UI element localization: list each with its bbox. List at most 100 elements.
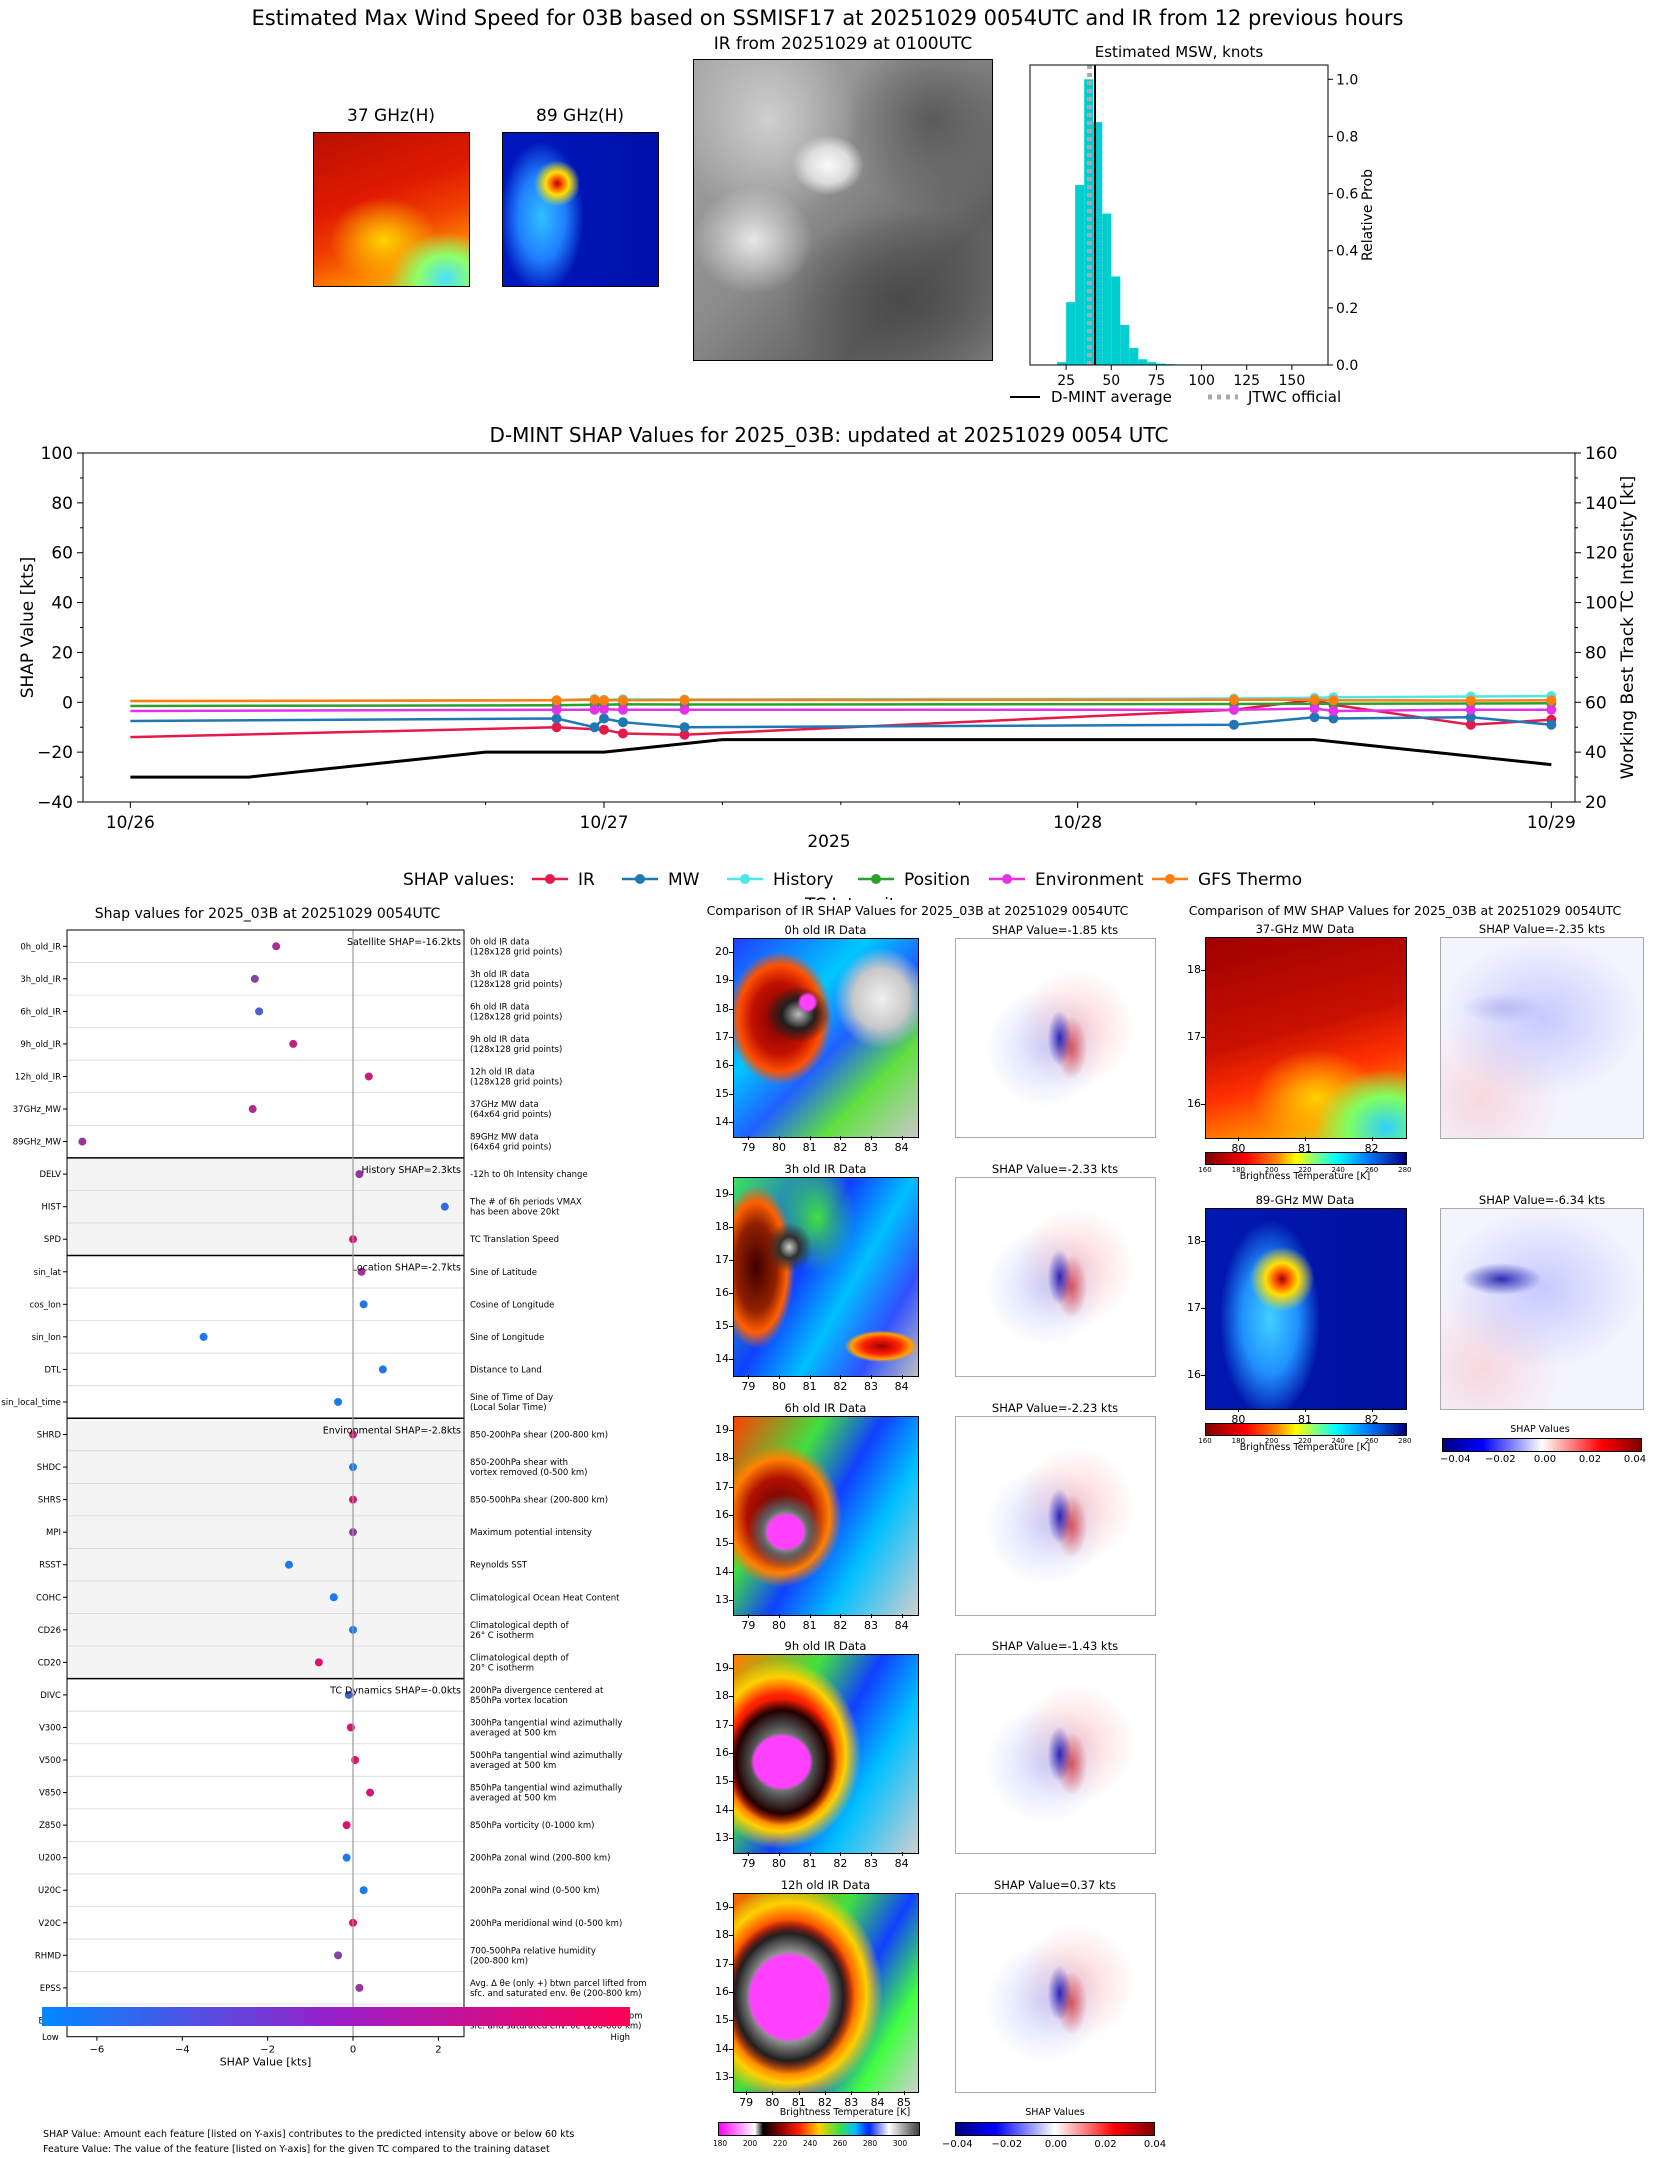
feature-point (355, 1983, 364, 1992)
map-ytick (1201, 970, 1205, 972)
ir-shap-tick: −0.04 (942, 2139, 973, 2150)
ir-bt-tick: 300 (892, 2139, 908, 2148)
series-point-environment (1328, 706, 1339, 717)
hist-bar (1129, 347, 1139, 365)
feature-desc: Reynolds SST (470, 1561, 528, 1571)
hist-ytick-label: 0.0 (1336, 358, 1358, 374)
feature-desc: Avg. Δ θe (only +) btwn parcel lifted fr… (470, 1979, 647, 1989)
map-xtick-label: 84 (894, 1141, 909, 1154)
feature-label: 0h_old_IR (20, 942, 61, 952)
map-ytick-label: 16 (715, 1058, 729, 1072)
feature-desc: The # of 6h periods VMAX (469, 1198, 582, 1208)
legend-marker-ir (545, 874, 555, 884)
map-ytick-label: 18 (715, 1001, 729, 1015)
map-ytick (729, 1458, 733, 1460)
feature-label: DELV (39, 1170, 61, 1180)
hist-bar (1066, 302, 1076, 365)
series-point-ir (599, 724, 610, 735)
series-point-mw (679, 722, 690, 733)
mw-bt-tick: 280 (1398, 1437, 1412, 1445)
map-ytick-label: 14 (715, 1114, 729, 1128)
feature-desc: 0h old IR data (470, 937, 529, 947)
series-point-gfs-thermo (617, 695, 628, 706)
hist-ylabel: Relative Prob (1360, 169, 1376, 261)
ts-xlabel: 2025 (807, 832, 850, 852)
feature-point (78, 1137, 87, 1146)
map-xtick (877, 2091, 879, 2095)
map-ytick (729, 1037, 733, 1038)
series-point-environment (1228, 704, 1239, 715)
ts-frame (82, 452, 1576, 803)
ir-shap-tick: −0.02 (991, 2139, 1023, 2150)
feature-point (334, 1397, 343, 1406)
feature-desc: 850hPa tangential wind azimuthally (470, 1784, 622, 1794)
map-ytick-label: 15 (715, 2013, 729, 2027)
mw-bt-tick: 220 (1298, 1166, 1312, 1174)
series-point-environment (679, 704, 690, 715)
feature-point (314, 1658, 323, 1667)
ts-ylabel: SHAP Value [kts] (18, 557, 38, 699)
map-ytick (729, 2020, 733, 2022)
map-xtick (903, 2091, 905, 2095)
map-xtick-label: 81 (802, 1619, 817, 1632)
ts-y2tick-label: 20 (1585, 793, 1607, 813)
legend-marker-position (871, 874, 881, 884)
ts-y2tick-label: 160 (1585, 444, 1617, 464)
feature-point (255, 1007, 264, 1016)
map-ytick-label: 19 (715, 1186, 729, 1200)
legend-marker-gfs-thermo (1165, 874, 1175, 884)
map-xtick-label: 81 (1298, 1413, 1312, 1426)
feature-point (342, 1821, 351, 1830)
hist-ytick-label: 1.0 (1336, 72, 1358, 88)
feature-point (199, 1332, 208, 1341)
map-ytick-label: 18 (715, 1219, 729, 1233)
map-ytick-label: 13 (715, 1830, 729, 1844)
ir-shap-map (955, 1654, 1156, 1854)
feature-point (250, 974, 259, 983)
map-ytick (729, 1430, 733, 1432)
mw-shap-tick: 0.00 (1533, 1454, 1557, 1465)
map-xtick-label: 80 (765, 2096, 780, 2109)
feature-label: 37GHz_MW (13, 1105, 62, 1115)
feature-point (351, 1756, 360, 1765)
feature-desc: (128x128 grid points) (470, 1012, 562, 1022)
map-xtick-label: 83 (844, 2096, 859, 2109)
map-ytick-label: 16 (1187, 1367, 1201, 1381)
mw-data-map (1205, 1208, 1407, 1410)
feature-desc: -12h to 0h Intensity change (470, 1170, 588, 1180)
map-ytick-label: 18 (715, 1928, 729, 1942)
ir-data-map (733, 1893, 919, 2093)
legend-label-ir: IR (578, 870, 595, 890)
map-ytick-label: 14 (715, 1351, 729, 1365)
map-ytick (729, 1543, 733, 1545)
feature-label: 12h_old_IR (15, 1072, 61, 1082)
mw-shap-tick: −0.02 (1485, 1454, 1516, 1465)
mw-compare-title: Comparison of MW SHAP Values for 2025_03… (1188, 903, 1622, 918)
map-ytick (729, 952, 733, 954)
legend-marker-environment (1002, 874, 1012, 884)
mw-data-map (1205, 937, 1407, 1139)
series-point-ir (551, 722, 562, 733)
feature-label: Z850 (39, 1821, 61, 1831)
feature-desc: sfc. and saturated env. θe (200-800 km) (470, 2021, 642, 2031)
ts-ytick-label: 40 (51, 594, 73, 614)
map-xtick (779, 1852, 780, 1856)
mw89-title: 89 GHz(H) (536, 106, 624, 126)
footnote-shap: SHAP Value: Amount each feature [listed … (43, 2129, 575, 2140)
scatter-xlabel: SHAP Value [kts] (220, 2056, 312, 2069)
ts-ytick-label: 100 (41, 444, 73, 464)
feature-point (289, 1039, 298, 1048)
feature-desc: 500hPa tangential wind azimuthally (470, 1751, 622, 1761)
map-xtick-label: 81 (791, 2096, 806, 2109)
mw-shap-tick: −0.04 (1440, 1454, 1471, 1465)
map-xtick-label: 82 (833, 1380, 848, 1393)
map-ytick-label: 17 (715, 1030, 729, 1043)
map-xtick-label: 80 (1231, 1142, 1246, 1155)
ir-shap-map (955, 938, 1156, 1138)
ir-bt-tick: 280 (862, 2139, 878, 2148)
feature-label: V500 (39, 1756, 61, 1766)
map-ytick (1201, 1103, 1205, 1105)
map-ytick-label: 16 (1187, 1096, 1201, 1110)
group-label: History SHAP=2.3kts (362, 1165, 462, 1176)
ts-y2tick-label: 40 (1585, 743, 1607, 763)
